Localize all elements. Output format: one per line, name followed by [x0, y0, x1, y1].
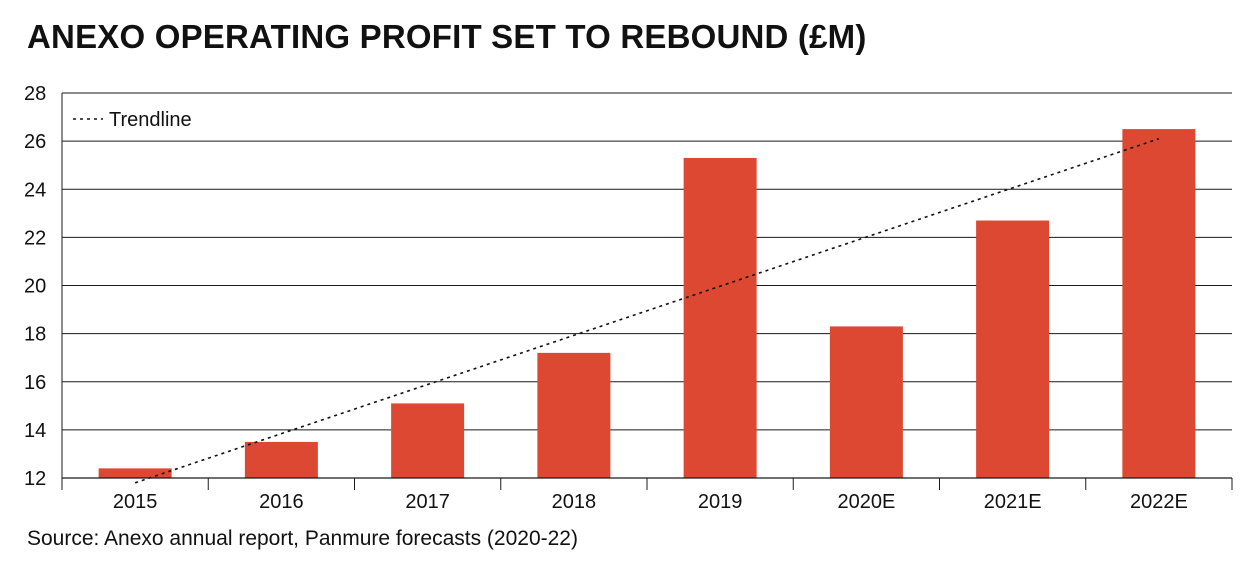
bar-2018 [537, 352, 611, 478]
x-tick-label: 2018 [552, 491, 597, 513]
x-tick-label: 2016 [259, 491, 304, 513]
y-tick-label: 18 [24, 324, 46, 346]
x-tick-label: 2015 [113, 491, 158, 513]
x-axis-ticks: 2015 2016 2017 2018 2019 2020E 2021E 2022E [113, 491, 1188, 513]
y-tick-label: 24 [24, 179, 46, 201]
x-tick-label: 2022E [1130, 491, 1188, 513]
x-tick-label: 2021E [984, 491, 1042, 513]
y-axis-ticks: 12 14 16 18 20 22 24 26 28 [24, 83, 46, 490]
bar-2017 [391, 403, 465, 478]
x-tick-label: 2019 [698, 491, 743, 513]
trendline-line [134, 137, 1160, 484]
legend: Trendline [73, 109, 192, 131]
bar-2022e [1122, 129, 1196, 478]
bar-2021e [976, 220, 1050, 478]
chart-title: ANEXO OPERATING PROFIT SET TO REBOUND (£… [27, 18, 867, 55]
y-tick-label: 26 [24, 131, 46, 153]
legend-trendline-label: Trendline [109, 109, 192, 131]
bar-2016 [244, 441, 318, 478]
x-tick-label: 2020E [837, 491, 895, 513]
x-tick-label: 2017 [405, 491, 450, 513]
trendline [134, 137, 1160, 484]
bars [98, 129, 1196, 478]
bar-2020e [829, 326, 903, 478]
bar-2015 [98, 468, 172, 478]
y-tick-label: 28 [24, 83, 46, 105]
gridlines [62, 92, 1232, 431]
axes [61, 93, 1233, 490]
y-tick-label: 12 [24, 468, 46, 490]
bar-2019 [683, 157, 757, 478]
y-tick-label: 20 [24, 276, 46, 298]
y-tick-label: 22 [24, 227, 46, 249]
y-tick-label: 14 [24, 420, 46, 442]
source-note: Source: Anexo annual report, Panmure for… [27, 527, 578, 550]
y-tick-label: 16 [24, 372, 46, 394]
